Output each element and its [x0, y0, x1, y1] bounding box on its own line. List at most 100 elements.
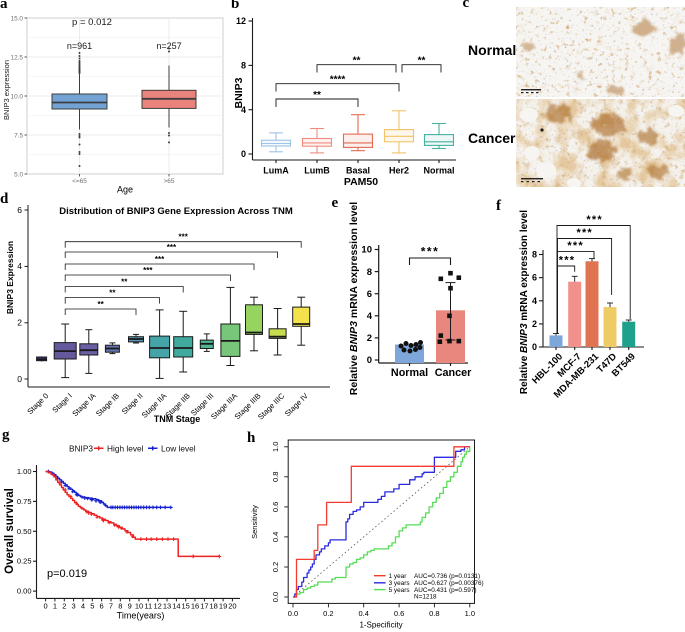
svg-text:AUC=0.431 (p=0.597): AUC=0.431 (p=0.597) — [414, 587, 477, 594]
svg-text:0.2: 0.2 — [323, 609, 333, 618]
svg-text:0: 0 — [44, 602, 48, 611]
svg-text:0.6: 0.6 — [271, 502, 280, 512]
svg-text:0.75: 0.75 — [17, 497, 32, 506]
svg-text:17: 17 — [200, 602, 208, 611]
svg-text:p=0.019: p=0.019 — [47, 568, 87, 580]
svg-text:>65: >65 — [164, 178, 175, 185]
svg-text:1: 1 — [53, 602, 57, 611]
svg-text:1.00: 1.00 — [17, 467, 32, 476]
svg-text:6: 6 — [17, 205, 22, 215]
svg-text:p = 0.012: p = 0.012 — [72, 17, 112, 28]
svg-text:8: 8 — [118, 602, 122, 611]
svg-text:Relative BNIP3 mRNA expression: Relative BNIP3 mRNA expression level — [519, 210, 530, 394]
svg-text:Low level: Low level — [161, 444, 196, 454]
svg-text:2: 2 — [367, 333, 372, 344]
svg-text:0: 0 — [17, 374, 22, 384]
svg-text:19: 19 — [219, 602, 227, 611]
svg-text:0.50: 0.50 — [17, 527, 32, 536]
svg-text:n=257: n=257 — [156, 41, 181, 51]
svg-text:0: 0 — [241, 149, 246, 159]
svg-text:4: 4 — [81, 602, 85, 611]
svg-text:12: 12 — [236, 16, 246, 26]
svg-text:***: *** — [559, 255, 575, 267]
svg-text:High level: High level — [107, 444, 144, 454]
svg-text:12: 12 — [154, 602, 162, 611]
svg-text:2: 2 — [532, 319, 537, 329]
svg-text:***: *** — [155, 255, 165, 264]
svg-text:Age: Age — [117, 185, 133, 195]
svg-text:Basal: Basal — [346, 166, 370, 176]
svg-text:0.8: 0.8 — [429, 609, 439, 618]
svg-text:7: 7 — [109, 602, 113, 611]
svg-text:8: 8 — [532, 250, 537, 260]
svg-text:***: *** — [421, 245, 440, 259]
svg-text:12.5: 12.5 — [11, 54, 24, 61]
svg-text:**: ** — [418, 56, 426, 67]
svg-text:PAM50: PAM50 — [344, 176, 378, 188]
svg-text:LumB: LumB — [304, 166, 330, 176]
svg-text:Normal: Normal — [391, 367, 428, 379]
svg-text:5.0: 5.0 — [14, 171, 23, 178]
svg-text:***: *** — [167, 243, 177, 252]
svg-text:***: *** — [586, 214, 602, 226]
svg-text:Distribution of BNIP3 Gene Exp: Distribution of BNIP3 Gene Expression Ac… — [59, 206, 293, 217]
svg-text:10.0: 10.0 — [11, 93, 24, 100]
svg-text:Her2: Her2 — [389, 166, 409, 176]
svg-text:0: 0 — [367, 355, 372, 366]
svg-text:6: 6 — [100, 602, 104, 611]
svg-text:****: **** — [330, 75, 346, 86]
svg-text:**: ** — [109, 289, 116, 298]
svg-text:1.0: 1.0 — [465, 609, 475, 618]
svg-text:BNIP3 Expression: BNIP3 Expression — [5, 241, 15, 314]
svg-text:<=65: <=65 — [72, 178, 87, 185]
svg-text:BNIP3 expression: BNIP3 expression — [2, 60, 11, 120]
svg-text:***: *** — [179, 233, 189, 242]
svg-text:***: *** — [567, 240, 583, 252]
svg-text:***: *** — [576, 227, 592, 239]
svg-text:0.4: 0.4 — [358, 609, 368, 618]
svg-text:n=961: n=961 — [67, 41, 92, 51]
svg-text:5: 5 — [90, 602, 94, 611]
svg-text:Stage 0: Stage 0 — [25, 391, 50, 416]
svg-text:AUC=0.736 (p=0.0131): AUC=0.736 (p=0.0131) — [414, 573, 480, 580]
svg-text:18: 18 — [210, 602, 218, 611]
svg-text:4: 4 — [241, 105, 246, 115]
svg-text:Cancer: Cancer — [435, 367, 472, 379]
svg-text:Time(years): Time(years) — [117, 611, 165, 621]
svg-text:5 years: 5 years — [389, 587, 410, 594]
svg-text:6: 6 — [367, 289, 372, 300]
svg-text:13: 13 — [163, 602, 171, 611]
svg-text:0.0: 0.0 — [288, 609, 298, 618]
svg-text:Normal: Normal — [423, 166, 454, 176]
svg-text:2: 2 — [17, 318, 22, 328]
svg-text:0.00: 0.00 — [17, 587, 32, 596]
svg-text:1-Specificity: 1-Specificity — [359, 621, 402, 630]
svg-text:0.0: 0.0 — [271, 592, 280, 602]
svg-text:Stage IIIC: Stage IIIC — [256, 391, 287, 422]
svg-text:3: 3 — [72, 602, 76, 611]
svg-text:4: 4 — [367, 311, 373, 322]
svg-text:0: 0 — [532, 342, 537, 352]
svg-text:AUC=0.627 (p=0.00376): AUC=0.627 (p=0.00376) — [414, 580, 484, 587]
svg-text:1 year: 1 year — [389, 573, 408, 580]
svg-text:15.0: 15.0 — [11, 15, 24, 22]
svg-text:11: 11 — [144, 602, 152, 611]
svg-text:**: ** — [121, 278, 128, 287]
svg-text:6: 6 — [532, 273, 537, 283]
svg-text:8: 8 — [367, 267, 372, 278]
svg-text:0.6: 0.6 — [394, 609, 404, 618]
svg-text:***: *** — [143, 266, 153, 275]
svg-text:3 years: 3 years — [389, 580, 410, 587]
svg-text:10: 10 — [135, 602, 143, 611]
svg-text:Stage IB: Stage IB — [94, 391, 121, 418]
svg-text:15: 15 — [182, 602, 190, 611]
svg-text:0.25: 0.25 — [17, 557, 32, 566]
svg-text:Relative BNIP3 mRNA expression: Relative BNIP3 mRNA expression level — [348, 202, 360, 395]
svg-text:0.2: 0.2 — [271, 562, 280, 572]
svg-text:4: 4 — [532, 296, 537, 306]
svg-text:Overall survival: Overall survival — [4, 488, 16, 574]
svg-text:Stage IA: Stage IA — [70, 391, 98, 419]
svg-text:LumA: LumA — [263, 166, 289, 176]
svg-text:BNIP3: BNIP3 — [233, 77, 245, 108]
svg-text:20: 20 — [228, 602, 236, 611]
